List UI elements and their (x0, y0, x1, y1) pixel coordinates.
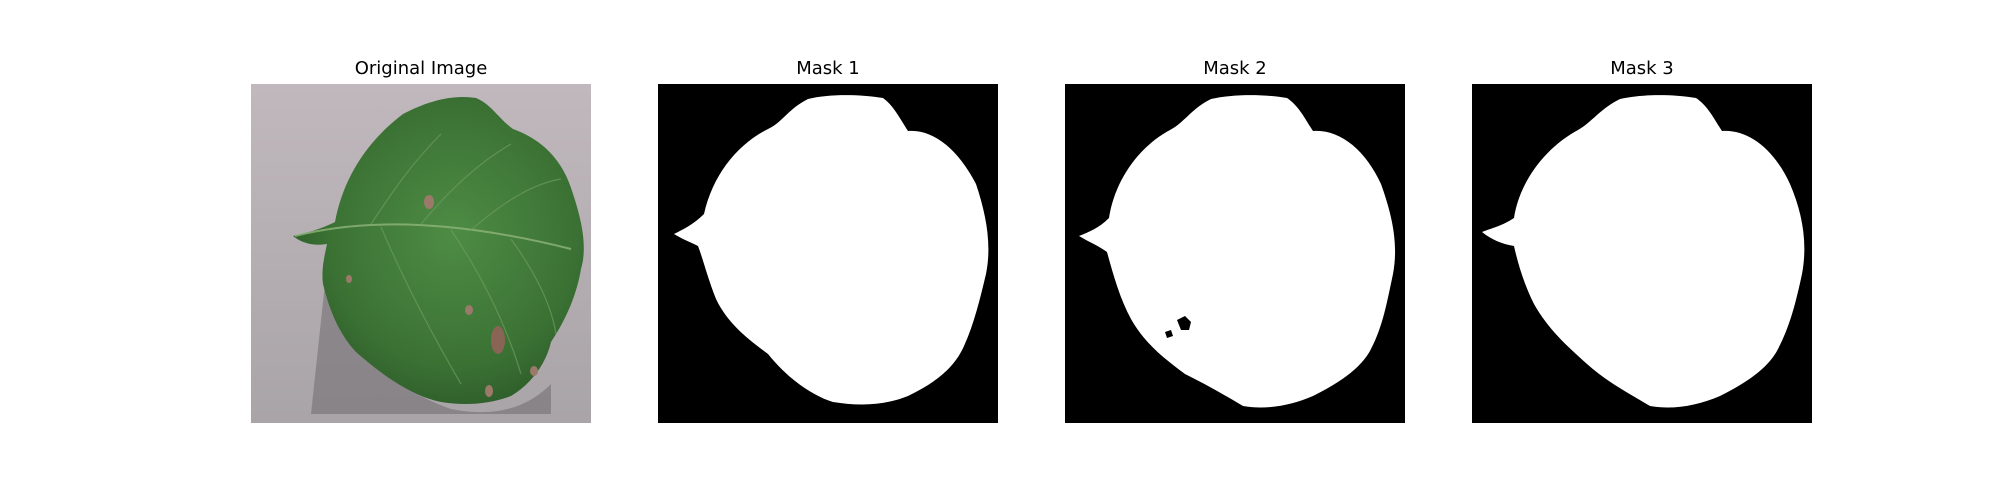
original-leaf-image (251, 84, 591, 423)
panel-title: Mask 3 (1610, 58, 1674, 79)
panel-title: Mask 1 (796, 58, 860, 79)
panel-mask-3: Mask 3 (1472, 0, 1812, 500)
panel-original-image: Original Image (251, 0, 591, 500)
panel-mask-1: Mask 1 (658, 0, 998, 500)
mask-1-image (658, 84, 998, 423)
panel-mask-2: Mask 2 (1065, 0, 1405, 500)
panel-title: Mask 2 (1203, 58, 1267, 79)
panel-title: Original Image (354, 58, 488, 79)
mask-3-image (1472, 84, 1812, 423)
mask-2-image (1065, 84, 1405, 423)
